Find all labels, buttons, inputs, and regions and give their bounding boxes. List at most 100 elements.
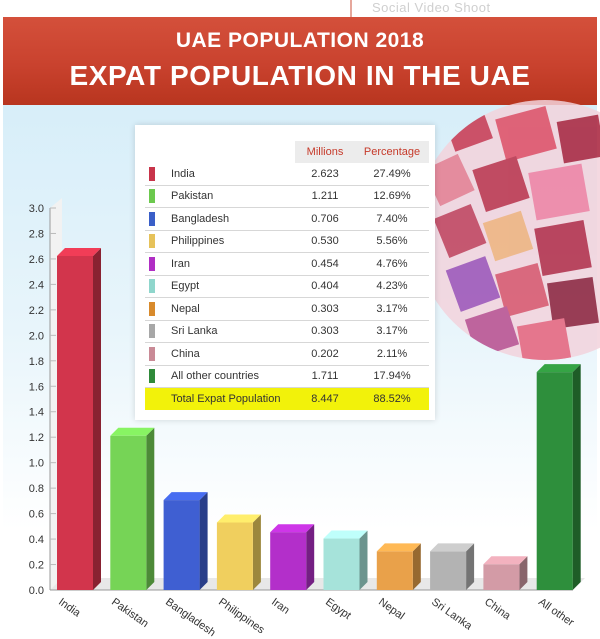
y-tick-label: 1.2 xyxy=(29,432,44,444)
bar-side xyxy=(359,530,368,590)
percentage-value: 17.94% xyxy=(355,365,429,388)
header-millions: Millions xyxy=(295,141,355,163)
total-label: Total Expat Population xyxy=(167,387,295,410)
bar-bangladesh xyxy=(163,492,208,590)
table-row: India 2.623 27.49% xyxy=(145,163,429,186)
bar-top xyxy=(57,248,101,257)
color-swatch xyxy=(145,252,167,276)
color-swatch xyxy=(145,230,167,253)
bar-egypt xyxy=(323,530,368,590)
bar-top xyxy=(430,543,475,552)
swatch-chip xyxy=(149,279,155,294)
bar-iran xyxy=(270,524,315,590)
bar-side xyxy=(412,543,421,590)
color-swatch xyxy=(145,365,167,388)
table-row: All other countries 1.711 17.94% xyxy=(145,365,429,388)
bar-philippines xyxy=(216,514,261,590)
header-percentage: Percentage xyxy=(355,141,429,163)
population-table: Millions Percentage India 2.623 27.49% Paki… xyxy=(145,141,429,410)
country-name: Sri Lanka xyxy=(167,320,295,343)
table-row: Sri Lanka 0.303 3.17% xyxy=(145,320,429,343)
bar-front xyxy=(376,551,413,590)
millions-value: 0.202 xyxy=(295,342,355,366)
swatch-chip xyxy=(149,346,155,361)
table-row: Iran 0.454 4.76% xyxy=(145,252,429,276)
bar-top xyxy=(163,492,208,501)
country-name: China xyxy=(167,342,295,366)
millions-value: 0.303 xyxy=(295,297,355,321)
percentage-value: 4.23% xyxy=(355,275,429,298)
bar-side xyxy=(519,556,528,590)
swatch-chip xyxy=(149,234,155,249)
color-swatch xyxy=(145,163,167,186)
swatch-chip xyxy=(149,166,155,181)
y-tick-label: 0.0 xyxy=(29,585,44,597)
y-tick-label: 1.6 xyxy=(29,381,44,393)
table-row: Bangladesh 0.706 7.40% xyxy=(145,207,429,231)
bar-side xyxy=(466,543,475,590)
y-tick-label: 2.4 xyxy=(29,279,44,291)
y-tick-label: 2.0 xyxy=(29,330,44,342)
y-tick-label: 0.4 xyxy=(29,534,44,546)
swatch-chip xyxy=(149,256,155,271)
bar-nepal xyxy=(376,543,421,590)
bar-front xyxy=(430,551,467,590)
table-row: China 0.202 2.11% xyxy=(145,342,429,366)
header-empty-swatch xyxy=(145,141,167,163)
millions-value: 0.706 xyxy=(295,207,355,231)
color-swatch xyxy=(145,342,167,366)
color-swatch xyxy=(145,207,167,231)
percentage-value: 3.17% xyxy=(355,297,429,321)
title-banner: UAE POPULATION 2018 EXPAT POPULATION IN … xyxy=(3,17,597,105)
bar-front xyxy=(270,532,307,590)
bar-front xyxy=(323,538,360,590)
bar-front xyxy=(110,435,147,590)
top-strip-divider xyxy=(350,0,352,18)
country-name: Pakistan xyxy=(167,185,295,208)
bar-top xyxy=(376,543,421,552)
table-row: Egypt 0.404 4.23% xyxy=(145,275,429,298)
bar-front xyxy=(483,564,520,590)
country-name: Egypt xyxy=(167,275,295,298)
bar-side xyxy=(306,524,315,590)
percentage-value: 5.56% xyxy=(355,230,429,253)
percentage-value: 12.69% xyxy=(355,185,429,208)
bar-side xyxy=(93,248,101,590)
bar-all-other xyxy=(536,364,581,590)
country-name: Philippines xyxy=(167,230,295,253)
y-tick-label: 0.2 xyxy=(29,560,44,572)
bar-top xyxy=(216,514,261,523)
y-tick-label: 1.4 xyxy=(29,407,44,419)
bar-top xyxy=(483,556,528,565)
color-swatch xyxy=(145,185,167,208)
country-name: Iran xyxy=(167,252,295,276)
banner-title-line2: EXPAT POPULATION IN THE UAE xyxy=(69,60,531,91)
bar-side xyxy=(572,364,581,590)
y-tick-label: 0.6 xyxy=(29,509,44,521)
ghost-caption: Social Video Shoot xyxy=(372,0,491,15)
bar-front xyxy=(163,500,200,590)
total-swatch xyxy=(145,387,167,410)
bar-side xyxy=(252,514,261,590)
total-percentage: 88.52% xyxy=(355,387,429,410)
country-name: Bangladesh xyxy=(167,207,295,231)
y-tick-label: 2.8 xyxy=(29,228,44,240)
percentage-value: 3.17% xyxy=(355,320,429,343)
millions-value: 0.454 xyxy=(295,252,355,276)
swatch-chip xyxy=(149,369,155,384)
millions-value: 0.404 xyxy=(295,275,355,298)
color-swatch xyxy=(145,297,167,321)
y-tick-label: 0.8 xyxy=(29,483,44,495)
percentage-value: 27.49% xyxy=(355,163,429,186)
y-tick-label: 1.0 xyxy=(29,458,44,470)
total-row: Total Expat Population 8.447 88.52% xyxy=(145,387,429,410)
millions-value: 1.711 xyxy=(295,365,355,388)
bar-top xyxy=(536,364,581,373)
y-tick-label: 2.6 xyxy=(29,254,44,266)
y-tick-label: 2.2 xyxy=(29,305,44,317)
bar-china xyxy=(483,556,528,590)
bar-pakistan xyxy=(110,427,155,590)
millions-value: 0.530 xyxy=(295,230,355,253)
